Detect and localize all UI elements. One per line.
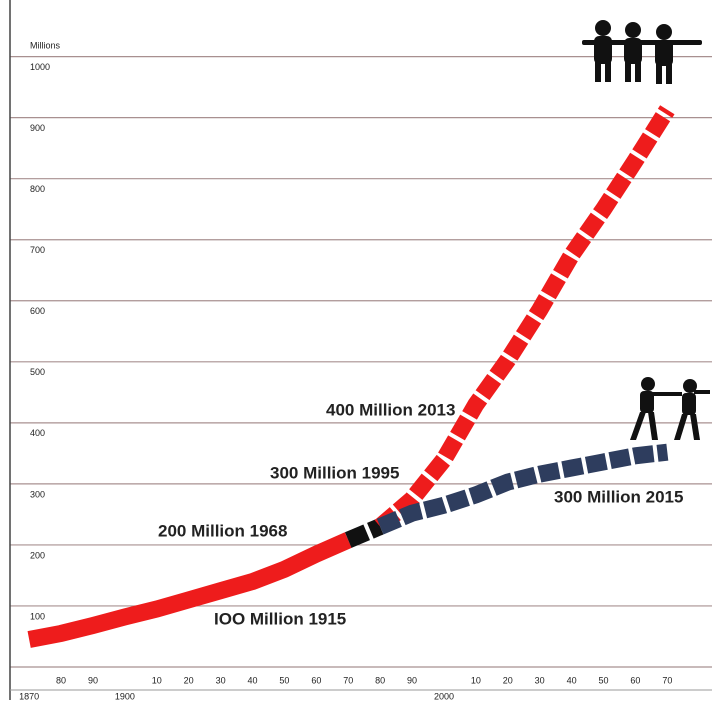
x-tick-label: 1900	[115, 691, 135, 701]
x-tick-label: 40	[567, 675, 577, 685]
annotation: 400 Million 2013	[326, 400, 455, 419]
x-tick-label: 2000	[434, 691, 454, 701]
annotation: 200 Million 1968	[158, 521, 287, 540]
x-tick-label: 60	[311, 675, 321, 685]
y-tick-label: 500	[30, 367, 45, 377]
y-tick-label: 400	[30, 428, 45, 438]
series-line	[376, 443, 669, 535]
people-icon-high	[582, 20, 702, 84]
x-tick-label: 90	[88, 675, 98, 685]
x-tick-label: 70	[662, 675, 672, 685]
x-tick-label: 90	[407, 675, 417, 685]
x-tick-label: 10	[471, 675, 481, 685]
x-tick-label: 80	[375, 675, 385, 685]
y-tick-label: 600	[30, 306, 45, 316]
x-tick-label: 30	[216, 675, 226, 685]
x-tick-label: 20	[184, 675, 194, 685]
plot: 100 200 300 400 500 600 700 800 900 1000 1870 80 90 1…	[10, 56, 712, 701]
y-axis-label: Millions	[30, 40, 61, 50]
y-tick-label: 1000	[30, 62, 50, 72]
x-tick-label: 20	[503, 675, 513, 685]
series-line	[27, 532, 352, 648]
x-tick-label: 80	[56, 675, 66, 685]
annotation: IOO Million 1915	[214, 609, 346, 628]
y-tick-label: 100	[30, 611, 45, 621]
x-tick-label: 1870	[19, 691, 39, 701]
y-tick-label: 200	[30, 550, 45, 560]
x-tick-label: 10	[152, 675, 162, 685]
people-icon-low	[630, 377, 710, 440]
x-tick-label: 40	[248, 675, 258, 685]
annotation: 300 Million 2015	[554, 487, 683, 506]
series-line	[344, 518, 384, 548]
annotation: 300 Million 1995	[270, 463, 399, 482]
series-line	[374, 105, 675, 534]
x-tick-label: 70	[343, 675, 353, 685]
y-tick-label: 900	[30, 123, 45, 133]
y-tick-label: 300	[30, 489, 45, 499]
x-tick-label: 60	[630, 675, 640, 685]
x-tick-label: 30	[535, 675, 545, 685]
x-tick-label: 50	[599, 675, 609, 685]
y-tick-label: 700	[30, 245, 45, 255]
y-tick-label: 800	[30, 184, 45, 194]
x-tick-label: 50	[279, 675, 289, 685]
